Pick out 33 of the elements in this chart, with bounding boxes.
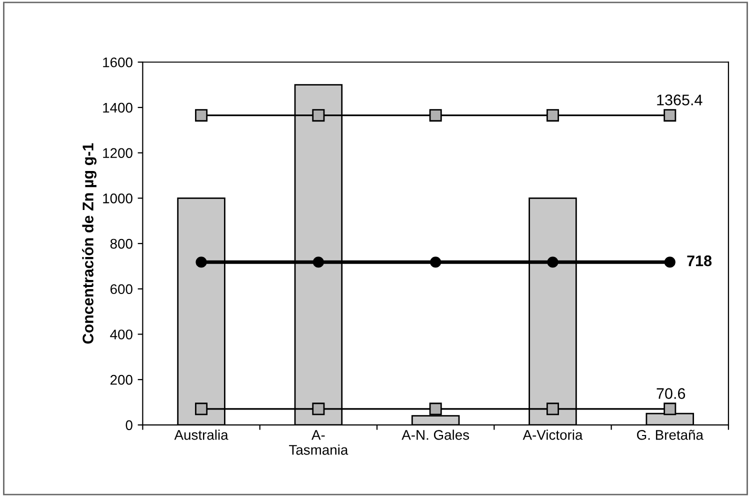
data-label: 70.6 [656, 388, 686, 399]
y-tick-label: 400 [110, 330, 132, 340]
y-tick-label: 1000 [103, 194, 132, 204]
y-tick-label: 200 [110, 374, 132, 385]
point [312, 256, 324, 268]
point [196, 256, 207, 268]
point [312, 402, 325, 416]
point [546, 109, 559, 122]
y-tick-label: 1200 [103, 148, 132, 158]
y-tick-label: 800 [110, 238, 132, 249]
y-axis-title: Concentración de Zn µg g-1 [82, 143, 97, 344]
data-label: 718 [687, 255, 712, 266]
point [664, 256, 676, 268]
x-tick-label: A-Victoria [522, 430, 583, 440]
x-tick-label: Australia [174, 430, 228, 440]
point [429, 402, 442, 416]
point [546, 402, 559, 416]
x-tick-label: G. Bretaña [637, 430, 704, 440]
point [195, 109, 208, 122]
point [312, 109, 325, 122]
x-tick-label: A- Tasmania [289, 430, 348, 455]
point [547, 256, 558, 268]
y-tick-label: 1600 [103, 57, 132, 68]
point [664, 402, 676, 416]
y-tick-label: 1400 [103, 102, 132, 113]
point [429, 109, 442, 122]
y-tick-label: 0 [126, 420, 132, 430]
y-tick-label: 600 [110, 284, 132, 294]
point [664, 109, 676, 122]
data-label: 1365.4 [657, 94, 702, 106]
point [430, 256, 442, 268]
point [195, 402, 208, 416]
x-tick-label: A-N. Gales [402, 430, 470, 440]
